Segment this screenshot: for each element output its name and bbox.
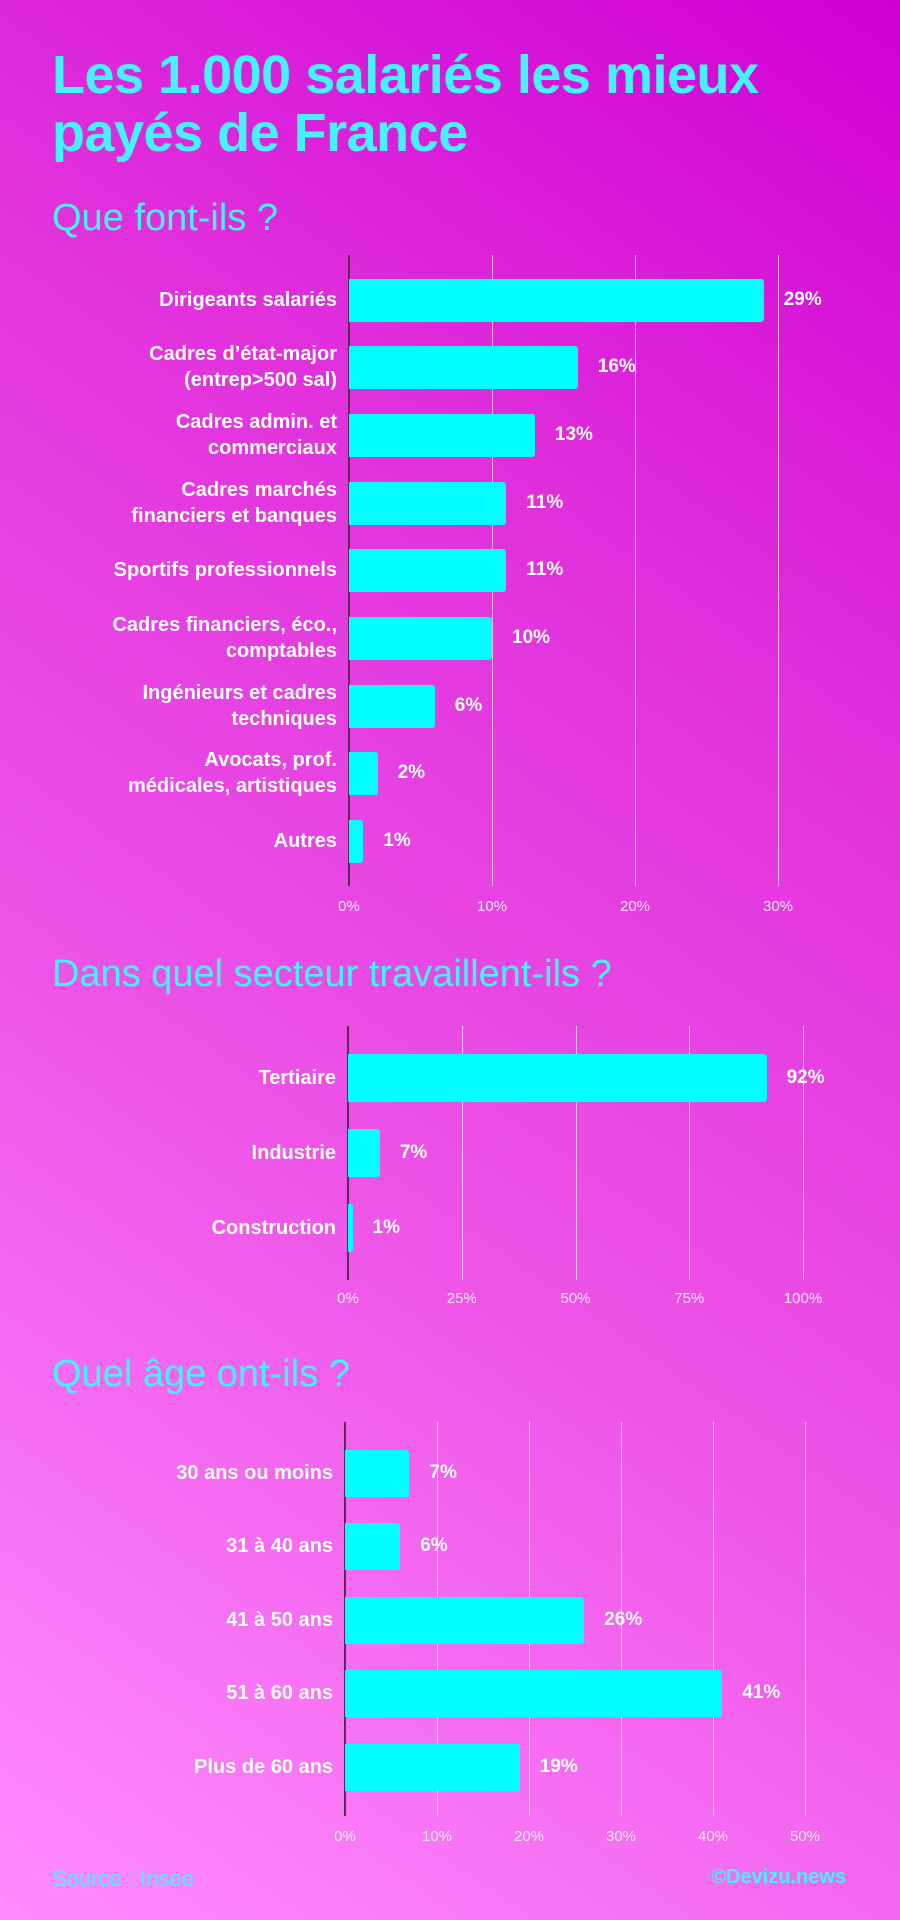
value-label: 13% [554,424,593,445]
source-credit: Source : Insee [52,1866,194,1891]
category-label: 31 à 40 ans [226,1535,333,1557]
value-label: 6% [420,1535,448,1556]
grid-line [805,1422,806,1816]
category-label: Construction [211,1217,336,1239]
value-label: 7% [399,1142,428,1163]
value-label: 19% [539,1756,578,1777]
category-label: Cadres d’état-major (entrep>500 sal) [149,343,337,391]
axis-tick-label: 10% [476,898,508,915]
axis-tick-label: 25% [446,1290,477,1307]
category-label: Avocats, prof. médicales, artistiques [128,749,337,797]
category-label: Cadres financiers, éco., comptables [112,614,337,662]
category-label: Dirigeants salariés [159,289,337,311]
data-bar [349,819,364,863]
axis-tick-label: 100% [783,1290,823,1307]
axis-tick-label: 30% [605,1828,637,1845]
value-label: 92% [786,1067,825,1088]
category-label: Cadres admin. et commerciaux [175,411,337,459]
data-bar [349,751,378,795]
data-bar [348,1204,353,1252]
grid-line [778,255,779,886]
grid-line [575,1026,577,1280]
section-title-age: Quel âge ont-ils ? [52,1353,350,1395]
grid-line [713,1422,714,1816]
axis-tick-label: 0% [337,1290,359,1307]
category-label: Industrie [251,1142,336,1164]
axis-tick-label: 0% [334,1828,356,1845]
grid-line [803,1026,804,1280]
axis-tick-label: 50% [789,1828,821,1845]
axis-tick-label: 50% [560,1290,591,1307]
category-label: 30 ans ou moins [176,1462,333,1484]
data-bar [345,1522,401,1570]
data-bar [349,345,578,389]
grid-line [635,255,636,886]
data-bar [345,1596,585,1644]
copyright-link[interactable]: ©Devizu.news [711,1866,846,1888]
value-label: 41% [742,1682,781,1703]
category-label: Plus de 60 ans [194,1756,333,1778]
category-label: Sportifs professionnels [113,559,337,581]
page-title: Les 1.000 salariés les mieux payés de Fr… [52,45,759,163]
data-bar [348,1129,380,1177]
section-title-sector: Dans quel secteur travaillent-ils ? [52,953,612,995]
data-bar [345,1449,410,1497]
axis-tick-label: 40% [697,1828,729,1845]
axis-tick-label: 0% [338,898,360,915]
data-bar [349,616,492,660]
value-label: 10% [512,627,551,648]
category-label: Tertiaire [258,1067,336,1089]
value-label: 2% [397,762,426,783]
category-label: 51 à 60 ans [226,1682,333,1704]
value-label: 29% [783,289,822,310]
data-bar [349,684,435,728]
section-title-occupation: Que font-ils ? [52,197,278,239]
value-label: 1% [383,830,411,851]
value-label: 1% [372,1217,401,1238]
data-bar [349,278,764,322]
axis-tick-label: 20% [619,898,651,915]
axis-tick-label: 20% [513,1828,545,1845]
value-label: 26% [604,1609,643,1630]
value-label: 11% [526,559,564,580]
data-bar [345,1743,520,1791]
grid-line [689,1026,691,1280]
grid-line [461,1026,463,1280]
axis-tick-label: 30% [762,898,794,915]
data-bar [349,481,507,525]
category-label: Cadres marchés financiers et banques [131,479,337,527]
value-label: 11% [526,492,564,513]
data-bar [349,413,535,457]
axis-tick-label: 10% [421,1828,453,1845]
category-label: 41 à 50 ans [226,1609,333,1631]
category-label: Autres [273,830,337,852]
value-label: 16% [597,356,636,377]
category-label: Ingénieurs et cadres techniques [142,682,337,730]
data-bar [349,548,507,592]
data-bar [348,1054,767,1102]
value-label: 7% [429,1462,457,1483]
data-bar [345,1669,723,1717]
grid-line [621,1422,622,1816]
axis-tick-label: 75% [674,1290,705,1307]
value-label: 6% [454,695,483,716]
